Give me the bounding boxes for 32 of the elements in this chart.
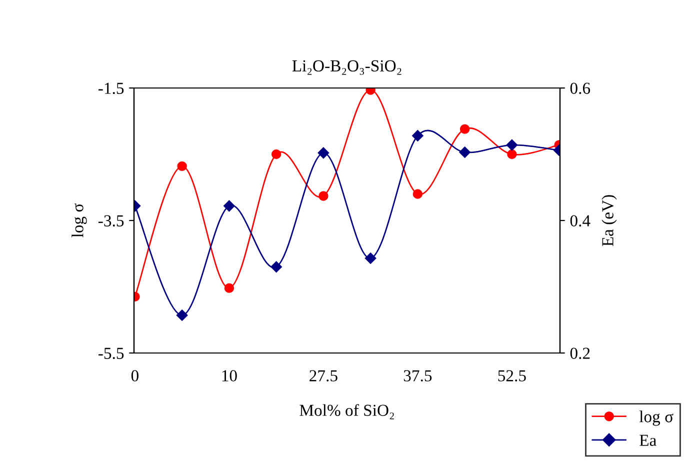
y2-tick-label: 0.4 <box>570 215 590 227</box>
x-tick-label: 27.5 <box>310 370 338 382</box>
y2-tick-label: 0.2 <box>570 348 590 360</box>
y-tick-label: -1.5 <box>98 82 124 94</box>
x-tick-label: 10 <box>222 370 237 382</box>
chart-title: Li₂O-B₂O₃-SiO₂ <box>292 60 402 75</box>
x-tick-label: 37.5 <box>404 370 432 382</box>
point <box>460 124 470 134</box>
x-axis-title: Mol% of SiO₂ <box>300 404 394 420</box>
y2-axis-title: Ea (eV) <box>602 195 617 246</box>
y-tick-label: -3.5 <box>98 215 124 227</box>
point <box>177 161 187 172</box>
y-tick-label: -5.5 <box>98 348 124 360</box>
x-tick-label: 52.5 <box>498 370 526 382</box>
legend-label: Ea <box>640 434 656 446</box>
y-axis-title: log σ <box>72 204 87 238</box>
point <box>412 189 423 199</box>
point <box>224 283 234 293</box>
point <box>176 310 188 321</box>
point <box>364 252 376 264</box>
y2-tick-label: 0.6 <box>570 82 590 94</box>
point <box>506 139 518 151</box>
x-tick-label: 0 <box>131 370 138 382</box>
point <box>412 130 424 142</box>
point <box>318 147 330 159</box>
legend-label: log σ <box>639 410 674 426</box>
point <box>318 191 328 201</box>
point <box>271 149 282 160</box>
point <box>270 261 282 272</box>
point <box>507 149 517 160</box>
point <box>459 146 470 158</box>
point <box>224 200 235 212</box>
